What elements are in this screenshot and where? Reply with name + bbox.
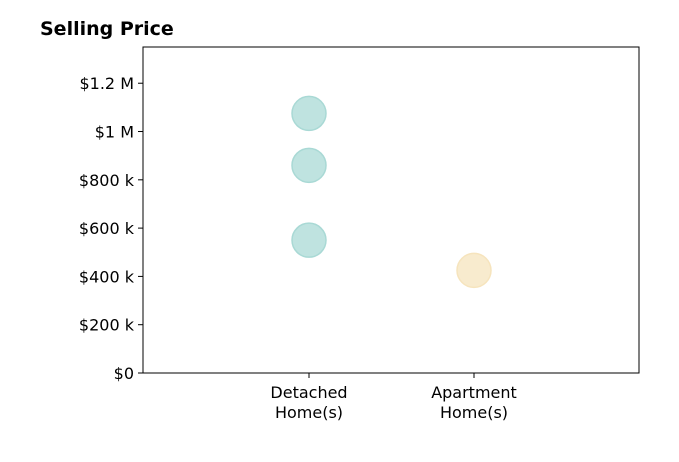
- chart-title: Selling Price: [40, 18, 174, 40]
- data-points: [291, 95, 492, 289]
- x-tick-label-line: Apartment: [431, 383, 517, 402]
- y-tick-label: $1.2 M: [79, 74, 134, 93]
- y-tick-label: $0: [114, 364, 134, 383]
- data-point: [456, 252, 492, 289]
- x-tick-label: Apartment Home(s): [431, 383, 517, 422]
- x-tick-label-line: Detached: [270, 383, 347, 402]
- plot-area: [142, 46, 640, 374]
- data-point: [291, 147, 327, 184]
- x-axis: Detached Home(s)Apartment Home(s): [270, 373, 517, 422]
- y-axis: $0 $200 k $400 k $600 k $800 k $1 M $1.2 M: [79, 74, 143, 383]
- x-tick-label-line: Home(s): [275, 403, 343, 422]
- y-tick-label: $400 k: [79, 267, 135, 286]
- x-tick-label: Detached Home(s): [270, 383, 347, 422]
- y-tick-label: $200 k: [79, 316, 135, 335]
- y-tick-label: $600 k: [79, 219, 135, 238]
- y-tick-label: $1 M: [95, 123, 134, 142]
- data-point: [291, 95, 327, 132]
- data-point: [291, 222, 327, 258]
- y-tick-label: $800 k: [79, 171, 135, 190]
- x-tick-label-line: Home(s): [440, 403, 508, 422]
